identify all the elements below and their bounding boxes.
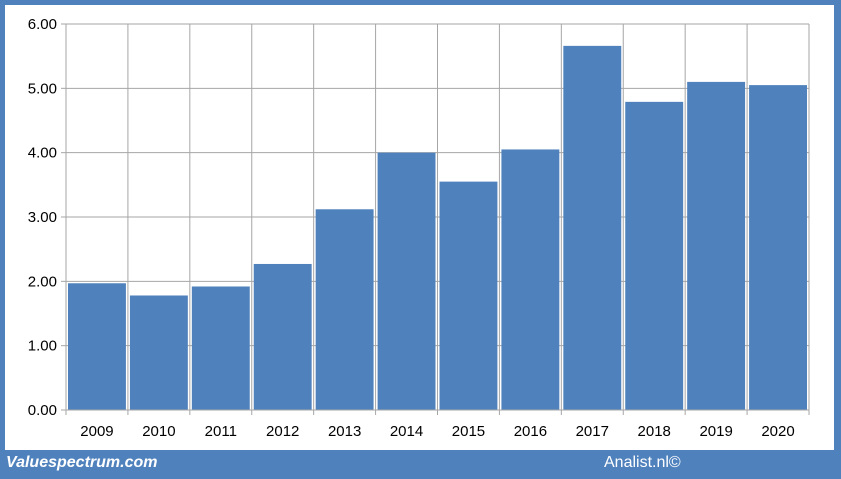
- y-tick-label: 0.00: [28, 402, 57, 419]
- x-tick-label: 2013: [328, 423, 361, 440]
- bar-2013: [315, 209, 374, 410]
- bar-2018: [625, 101, 684, 411]
- bar-2012: [253, 263, 312, 410]
- bar-chart: 0.00 1.00 2.00 3.00 4.00 5.00 6.00 2009 2010 2011…: [28, 16, 810, 440]
- bar-2014: [377, 152, 436, 410]
- x-tick-label: 2019: [699, 423, 732, 440]
- x-tick-label: 2010: [142, 423, 175, 440]
- bar-2011: [191, 286, 250, 410]
- y-tick-label: 5.00: [28, 80, 57, 97]
- x-tick-label: 2012: [266, 423, 299, 440]
- bar-2019: [687, 81, 746, 411]
- chart-panel: 0.00 1.00 2.00 3.00 4.00 5.00 6.00 2009 2010 2011…: [5, 5, 834, 450]
- y-tick-label: 2.00: [28, 273, 57, 290]
- bar-2015: [439, 181, 498, 410]
- x-tick-label: 2015: [452, 423, 485, 440]
- bar-2017: [563, 45, 622, 411]
- x-tick-label: 2014: [390, 423, 423, 440]
- x-tick-label: 2011: [205, 423, 237, 440]
- y-tick-label: 3.00: [28, 209, 57, 226]
- y-tick-label: 4.00: [28, 145, 57, 162]
- x-tick-label: 2009: [80, 423, 113, 440]
- copyright-label: Analist.nl©: [604, 454, 681, 471]
- bar-2016: [501, 149, 560, 410]
- bar-2010: [129, 295, 188, 410]
- y-tick-label: 6.00: [28, 16, 57, 33]
- x-tick-label: 2020: [761, 423, 794, 440]
- site-name: Valuespectrum.com: [6, 454, 158, 471]
- x-tick-label: 2017: [576, 423, 609, 440]
- x-tick-label: 2016: [514, 423, 547, 440]
- bar-2020: [749, 85, 807, 410]
- x-tick-label: 2018: [638, 423, 671, 440]
- bar-2009: [68, 283, 126, 410]
- y-tick-label: 1.00: [28, 338, 57, 355]
